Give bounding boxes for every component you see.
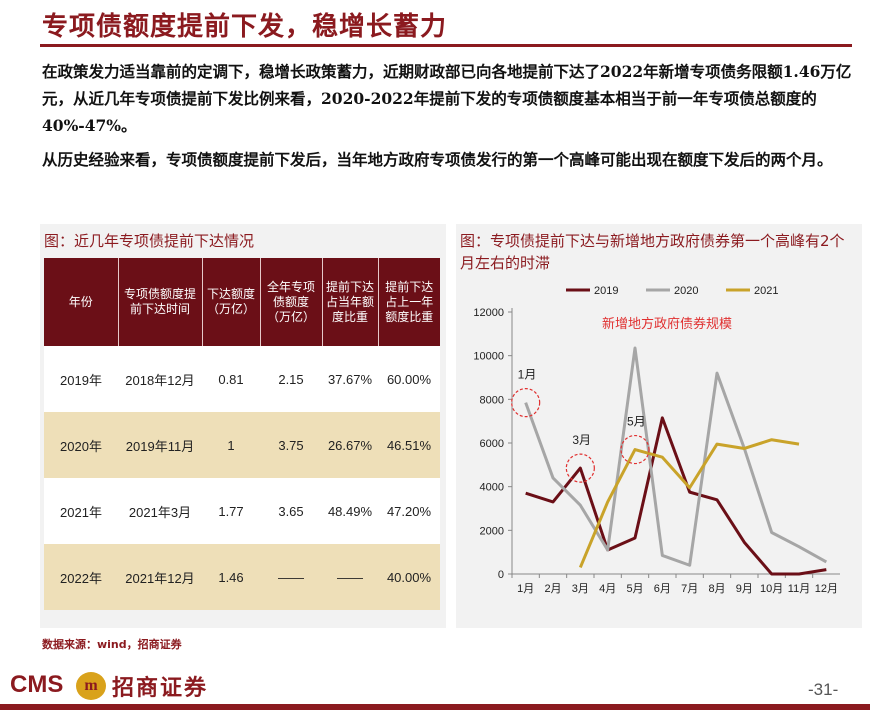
legend-label: 2021 bbox=[754, 285, 778, 297]
y-tick-label: 8000 bbox=[480, 394, 504, 406]
x-tick-label: 8月 bbox=[708, 583, 725, 595]
table-cell: 2020年 bbox=[44, 412, 118, 478]
x-tick-label: 4月 bbox=[599, 583, 616, 595]
annotation-circle bbox=[565, 453, 595, 483]
table-cell: 2022年 bbox=[44, 544, 118, 610]
table-cell: 47.20% bbox=[378, 478, 440, 544]
x-tick-label: 6月 bbox=[654, 583, 671, 595]
table-cell: 0.81 bbox=[202, 346, 260, 412]
y-tick-label: 12000 bbox=[473, 307, 504, 319]
column-header: 专项债额度提前下达时间 bbox=[118, 258, 203, 346]
table-cell: 2018年12月 bbox=[118, 346, 202, 412]
annotation-label: 1月 bbox=[518, 368, 537, 382]
legend-label: 2019 bbox=[594, 285, 618, 297]
chart-title: 新增地方政府债券规模 bbox=[602, 316, 732, 331]
table-cell: 2019年 bbox=[44, 346, 118, 412]
y-tick-label: 10000 bbox=[473, 351, 504, 363]
series-line-2021 bbox=[578, 438, 800, 569]
series-line-2020 bbox=[524, 346, 828, 567]
annotation-label: 3月 bbox=[572, 433, 591, 447]
company-name-logo: 招商证券 bbox=[112, 676, 209, 701]
series-line-2019 bbox=[525, 416, 827, 576]
y-tick-label: 6000 bbox=[480, 438, 504, 450]
table-cell: 46.51% bbox=[378, 412, 440, 478]
chart-panel: 图：专项债提前下达与新增地方政府债券第一个高峰有2个月左右的时滞 0 2000 40… bbox=[456, 224, 862, 628]
column-header: 提前下达占上一年额度比重 bbox=[378, 258, 440, 346]
paragraph-2: 从历史经验来看，专项债额度提前下发后，当年地方政府专项债发行的第一个高峰可能出现… bbox=[42, 150, 833, 169]
legend-label: 2020 bbox=[674, 285, 698, 297]
x-tick-label: 12月 bbox=[815, 583, 838, 595]
table-cell: —— bbox=[322, 544, 378, 610]
paragraph-1: 在政策发力适当靠前的定调下，稳增长政策蓄力，近期财政部已向各地提前下达了2022… bbox=[42, 62, 852, 135]
title-divider bbox=[40, 44, 852, 47]
table-cell: 3.75 bbox=[260, 412, 322, 478]
column-header: 全年专项债额度（万亿） bbox=[260, 258, 323, 346]
table-cell: 1.77 bbox=[202, 478, 260, 544]
table-cell: 2021年12月 bbox=[118, 544, 202, 610]
table-cell: 2019年11月 bbox=[118, 412, 202, 478]
y-tick-label: 2000 bbox=[480, 525, 504, 537]
table-panel: 图：近几年专项债提前下达情况 年份 专项债额度提前下达时间 下达额度（万亿） 全… bbox=[40, 224, 446, 628]
table-cell: 2021年3月 bbox=[118, 478, 202, 544]
table-cell: 37.67% bbox=[322, 346, 378, 412]
table-cell: 1.46 bbox=[202, 544, 260, 610]
table-cell: 48.49% bbox=[322, 478, 378, 544]
column-header: 提前下达占当年额度比重 bbox=[322, 258, 379, 346]
y-tick-label: 4000 bbox=[480, 482, 504, 494]
table-cell: 40.00% bbox=[378, 544, 440, 610]
table-title: 图：近几年专项债提前下达情况 bbox=[44, 232, 255, 250]
table-cell: 2.15 bbox=[260, 346, 322, 412]
footer-divider bbox=[0, 704, 870, 710]
bond-issuance-line-chart: 0 2000 4000 6000 8000 10000 12000 1月 2月 3月 4月 5月 6月 7… bbox=[473, 285, 840, 595]
table-cell: 26.67% bbox=[322, 412, 378, 478]
table-cell: —— bbox=[260, 544, 322, 610]
table-cell: 1 bbox=[202, 412, 260, 478]
table-row: 2022年 2021年12月 1.46 —— —— 40.00% bbox=[44, 544, 440, 610]
data-source-note: 数据来源：wind，招商证券 bbox=[42, 638, 182, 651]
chart-panel-title: 图：专项债提前下达与新增地方政府债券第一个高峰有2个月左右的时滞 bbox=[460, 232, 845, 272]
annotation-circle bbox=[511, 388, 541, 418]
column-header: 下达额度（万亿） bbox=[202, 258, 261, 346]
annotation-circle bbox=[620, 434, 650, 465]
cms-logo-text: CMS bbox=[10, 671, 64, 698]
x-tick-label: 5月 bbox=[626, 583, 643, 595]
x-tick-label: 2月 bbox=[544, 583, 561, 595]
x-tick-label: 11月 bbox=[788, 583, 810, 595]
table-header-row: 年份 专项债额度提前下达时间 下达额度（万亿） 全年专项债额度（万亿） 提前下达… bbox=[44, 258, 440, 346]
table-row: 2021年 2021年3月 1.77 3.65 48.49% 47.20% bbox=[44, 478, 440, 544]
x-tick-label: 7月 bbox=[681, 583, 698, 595]
cms-logo-badge-icon: m bbox=[76, 672, 106, 700]
table-row: 2019年 2018年12月 0.81 2.15 37.67% 60.00% bbox=[44, 346, 440, 412]
table-cell: 2021年 bbox=[44, 478, 118, 544]
x-tick-label: 9月 bbox=[736, 583, 753, 595]
x-tick-label: 3月 bbox=[572, 583, 589, 595]
table-row: 2020年 2019年11月 1 3.75 26.67% 46.51% bbox=[44, 412, 440, 478]
x-tick-label: 1月 bbox=[517, 583, 534, 595]
table-cell: 3.65 bbox=[260, 478, 322, 544]
special-bond-table: 年份 专项债额度提前下达时间 下达额度（万亿） 全年专项债额度（万亿） 提前下达… bbox=[44, 258, 440, 610]
x-tick-label: 10月 bbox=[760, 583, 783, 595]
annotation-label: 5月 bbox=[627, 415, 646, 429]
column-header: 年份 bbox=[44, 258, 119, 346]
page-title: 专项债额度提前下发，稳增长蓄力 bbox=[42, 12, 448, 42]
page-number: -31- bbox=[808, 680, 839, 699]
y-tick-label: 0 bbox=[498, 569, 504, 581]
table-cell: 60.00% bbox=[378, 346, 440, 412]
